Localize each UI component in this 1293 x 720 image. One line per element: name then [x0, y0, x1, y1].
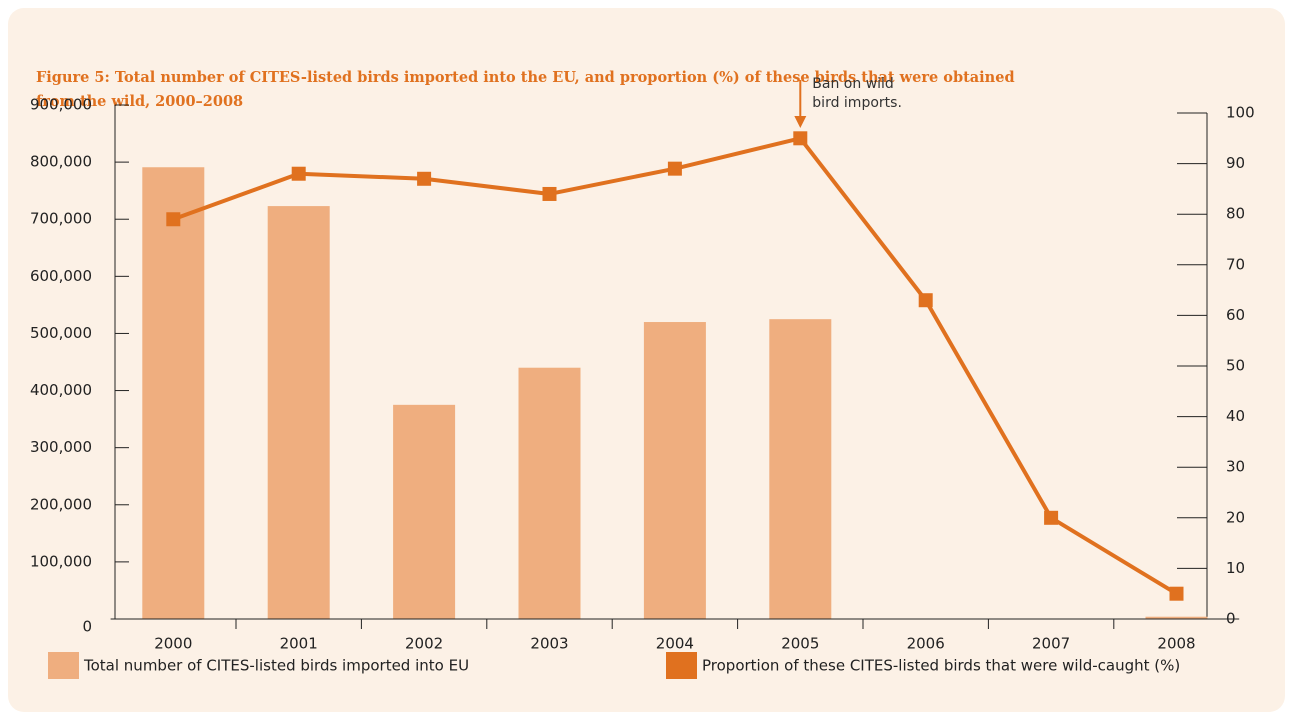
marker — [1169, 586, 1184, 601]
annotation-arrowhead — [794, 116, 807, 128]
y-tick-label: 100,000 — [30, 552, 92, 570]
y-tick-label: 400,000 — [30, 381, 92, 399]
x-tick-label: 2006 — [907, 635, 945, 653]
y2-tick-label: 30 — [1226, 458, 1245, 476]
marker — [918, 293, 933, 308]
y-tick-label: 600,000 — [30, 267, 92, 285]
y-tick-label: 700,000 — [30, 210, 92, 228]
marker — [291, 166, 306, 181]
y2-tick-label: 100 — [1226, 104, 1255, 122]
marker — [1044, 510, 1059, 525]
annotation-text: bird imports. — [812, 95, 902, 111]
marker — [166, 212, 181, 227]
bar — [769, 319, 832, 619]
x-tick-label: 2008 — [1157, 635, 1195, 653]
y-tick-label: 200,000 — [30, 495, 92, 513]
marker — [542, 186, 557, 201]
bar — [643, 322, 706, 619]
x-tick-label: 2003 — [530, 635, 568, 653]
legend-swatch — [48, 652, 79, 679]
y2-tick-label: 20 — [1226, 508, 1245, 526]
x-tick-label: 2001 — [280, 635, 318, 653]
bar — [142, 167, 205, 620]
bar — [267, 206, 330, 619]
annotation-text: Ban on wild — [812, 76, 894, 92]
y-tick-label: 0 — [82, 618, 92, 636]
marker — [793, 131, 808, 146]
y2-tick-label: 10 — [1226, 559, 1245, 577]
y2-tick-label: 70 — [1226, 255, 1245, 273]
y-tick-label: 800,000 — [30, 153, 92, 171]
y2-tick-label: 40 — [1226, 407, 1245, 425]
x-tick-label: 2005 — [781, 635, 819, 653]
bar — [518, 367, 581, 619]
chart-title: Figure 5: Total number of CITES-listed b… — [36, 69, 1015, 110]
y-tick-label: 900,000 — [30, 96, 92, 114]
x-tick-label: 2002 — [405, 635, 443, 653]
y2-tick-label: 90 — [1226, 154, 1245, 172]
bar — [1145, 616, 1208, 619]
x-tick-label: 2007 — [1032, 635, 1070, 653]
marker — [417, 171, 432, 186]
x-tick-label: 2004 — [656, 635, 694, 653]
y2-tick-label: 80 — [1226, 205, 1245, 223]
bar — [393, 404, 456, 619]
legend-label: Proportion of these CITES-listed birds t… — [702, 657, 1180, 675]
legend-swatch — [666, 652, 697, 679]
y-tick-label: 500,000 — [30, 324, 92, 342]
y-tick-label: 300,000 — [30, 438, 92, 456]
y2-tick-label: 50 — [1226, 357, 1245, 375]
marker — [667, 161, 682, 176]
x-tick-label: 2000 — [154, 635, 192, 653]
y2-tick-label: 60 — [1226, 306, 1245, 324]
legend-label: Total number of CITES-listed birds impor… — [83, 657, 469, 675]
